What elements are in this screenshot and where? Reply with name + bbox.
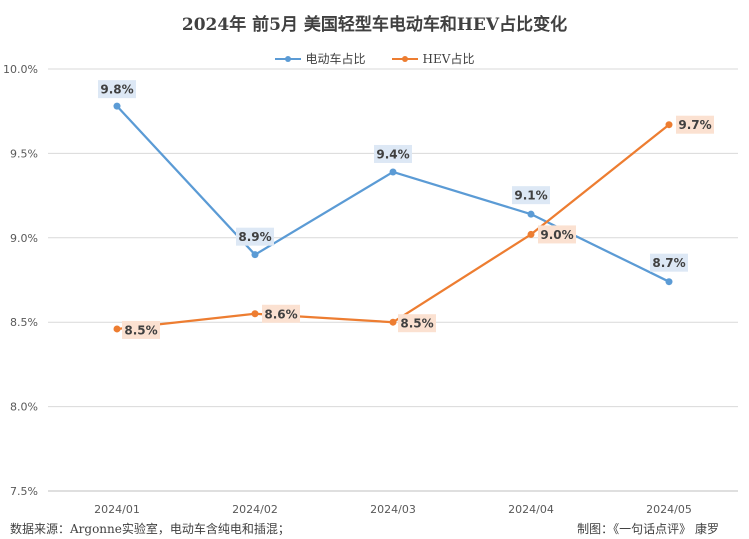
data-point	[389, 318, 397, 326]
data-label: 9.4%	[376, 147, 409, 161]
legend-label-ev: 电动车占比	[305, 52, 366, 66]
footer-source: 数据来源：Argonne实验室，电动车含纯电和插混；	[10, 522, 290, 536]
data-point	[665, 121, 673, 129]
data-label-bg	[398, 314, 436, 333]
legend-item-ev: 电动车占比	[274, 50, 366, 67]
x-tick-label: 2024/05	[646, 503, 692, 516]
legend-item-hev: HEV占比	[391, 50, 475, 67]
legend-label-hev: HEV占比	[422, 52, 475, 66]
series-line-ev	[116, 105, 670, 283]
data-label-bg	[122, 320, 160, 339]
data-label: 8.9%	[238, 230, 271, 244]
data-point	[251, 310, 259, 318]
data-point	[113, 102, 121, 110]
data-point	[389, 168, 397, 176]
data-label-bg	[374, 144, 412, 163]
legend-swatch-hev	[391, 54, 418, 64]
footer-credit: 制图：《一句话点评》 康罗	[577, 522, 719, 536]
data-label-bg	[262, 304, 300, 323]
data-label-bg	[676, 115, 714, 134]
data-point	[251, 251, 259, 259]
data-label-bg	[650, 253, 688, 272]
y-tick-label: 7.5%	[10, 485, 38, 498]
x-tick-label: 2024/04	[508, 503, 554, 516]
legend-swatch-ev	[274, 54, 301, 64]
data-label: 8.7%	[652, 256, 685, 270]
data-label: 8.5%	[400, 317, 433, 331]
chart-title: 2024年 前5月 美国轻型车电动车和HEV占比变化	[181, 15, 568, 35]
data-label: 8.6%	[264, 307, 297, 321]
data-label: 9.7%	[678, 118, 711, 132]
y-tick-label: 9.0%	[10, 232, 38, 245]
data-point	[113, 325, 121, 333]
legend: 电动车占比 HEV占比	[0, 50, 749, 67]
data-point	[665, 278, 673, 286]
x-tick-label: 2024/03	[370, 503, 416, 516]
data-label: 9.8%	[100, 83, 133, 97]
x-tick-label: 2024/02	[232, 503, 278, 516]
data-label: 9.1%	[514, 189, 547, 203]
data-label-bg	[538, 225, 576, 244]
y-tick-label: 8.5%	[10, 316, 38, 329]
y-tick-label: 8.0%	[10, 401, 38, 414]
data-point	[527, 230, 535, 238]
data-point	[527, 210, 535, 218]
x-tick-label: 2024/01	[94, 503, 140, 516]
data-label: 8.5%	[124, 323, 157, 337]
y-tick-label: 9.5%	[10, 147, 38, 160]
data-label-bg	[512, 186, 550, 205]
data-label: 9.0%	[540, 228, 573, 242]
y-tick-label: 10.0%	[3, 63, 38, 76]
data-label-bg	[98, 80, 136, 99]
data-label-bg	[236, 227, 274, 246]
